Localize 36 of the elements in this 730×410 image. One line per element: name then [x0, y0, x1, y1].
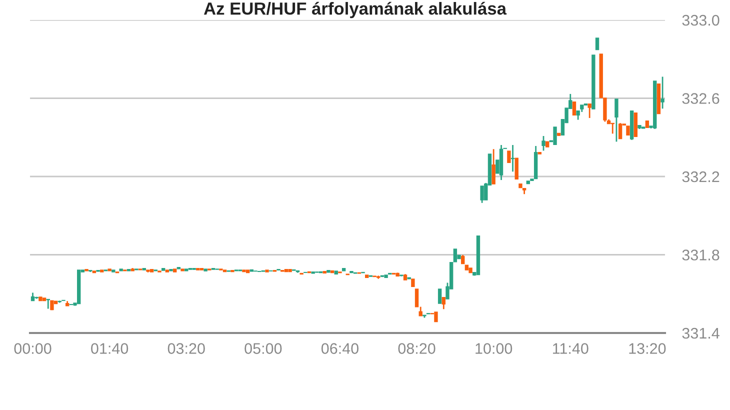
- candlestick: [414, 288, 419, 308]
- candlestick: [453, 248, 458, 262]
- candlestick: [542, 135, 546, 152]
- x-tick-label: 13:20: [629, 343, 666, 354]
- candlestick: [588, 103, 592, 119]
- candlestick: [553, 126, 557, 146]
- candlestick: [46, 298, 50, 310]
- x-tick-label: 01:40: [91, 343, 128, 354]
- x-tick-label: 11:40: [552, 343, 588, 354]
- candlestick: [595, 38, 600, 50]
- x-tick-label: 00:00: [14, 343, 52, 354]
- x-tick-label: 05:00: [244, 343, 282, 354]
- y-tick-label: 331.8: [682, 250, 720, 260]
- candlestick: [572, 102, 576, 116]
- candlestick: [610, 122, 614, 134]
- y-tick-label: 331.4: [682, 328, 720, 339]
- candlestick: [634, 112, 638, 138]
- x-tick-label: 06:40: [321, 343, 358, 354]
- candlestick: [514, 158, 518, 180]
- y-tick-label: 332.6: [682, 93, 720, 104]
- candlestick: [442, 296, 446, 310]
- x-tick-label: 10:00: [476, 343, 512, 354]
- candlestick: [660, 76, 664, 110]
- candlestick: [618, 122, 622, 140]
- candlestick: [510, 144, 515, 172]
- candlestick: [438, 288, 442, 304]
- y-tick-label: 332.2: [682, 171, 720, 182]
- x-tick-label: 08:20: [398, 343, 436, 354]
- candlestick: [614, 98, 618, 142]
- x-tick-label: 03:20: [168, 343, 205, 354]
- candlestick: [480, 185, 484, 204]
- candlestick: [434, 312, 438, 322]
- candlestick: [507, 150, 511, 164]
- candlestick: [492, 148, 496, 185]
- chart-title: Az EUR/HUF árfolyamának alakulása: [204, 2, 507, 18]
- y-tick-label: 333.0: [682, 14, 720, 26]
